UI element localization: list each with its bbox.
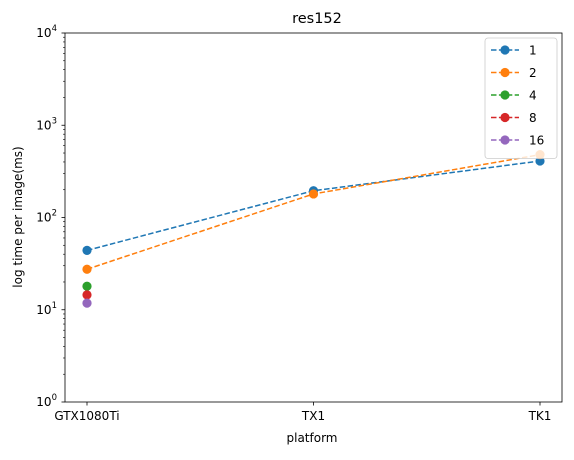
y-tick-label: 100 bbox=[36, 393, 57, 409]
data-point-series-8 bbox=[82, 290, 92, 300]
y-tick-exponent: 0 bbox=[52, 393, 57, 403]
y-tick-exponent: 3 bbox=[52, 116, 57, 126]
y-tick-exponent: 2 bbox=[52, 209, 57, 219]
legend-label-4: 4 bbox=[529, 89, 537, 103]
chart-title: res152 bbox=[292, 11, 342, 27]
y-axis-label: log time per image(ms) bbox=[11, 146, 25, 287]
y-tick-base: 10 bbox=[36, 118, 51, 132]
legend-marker-4 bbox=[500, 90, 510, 100]
legend-label-1: 1 bbox=[529, 44, 537, 58]
legend-label-2: 2 bbox=[529, 66, 537, 80]
legend-label-16: 16 bbox=[529, 134, 544, 148]
y-tick-base: 10 bbox=[36, 303, 51, 317]
data-point-series-16 bbox=[82, 298, 92, 308]
x-tick-label: GTX1080Ti bbox=[54, 409, 119, 423]
legend-marker-2 bbox=[500, 67, 510, 78]
legend-marker-8 bbox=[500, 112, 510, 123]
data-point-series-4 bbox=[82, 281, 92, 291]
x-tick-label: TK1 bbox=[528, 409, 552, 423]
legend: 1 2 4 8 16 bbox=[484, 37, 558, 159]
data-point-series-1 bbox=[82, 245, 92, 255]
legend-marker-16 bbox=[500, 135, 510, 145]
legend-label-8: 8 bbox=[529, 111, 537, 125]
legend-box bbox=[484, 37, 558, 159]
y-tick-label: 102 bbox=[36, 209, 57, 225]
x-tick-label: TX1 bbox=[301, 409, 325, 423]
y-tick-label: 103 bbox=[36, 116, 57, 132]
y-tick-exponent: 1 bbox=[52, 301, 57, 311]
legend-marker-1 bbox=[500, 45, 510, 55]
y-tick-base: 10 bbox=[36, 211, 51, 225]
y-tick-label: 101 bbox=[36, 301, 57, 317]
y-tick-label: 104 bbox=[36, 24, 57, 40]
x-axis-label: platform bbox=[287, 431, 338, 445]
y-tick-base: 10 bbox=[36, 26, 51, 40]
data-point-series-2 bbox=[82, 264, 92, 274]
y-tick-base: 10 bbox=[36, 395, 51, 409]
y-tick-exponent: 4 bbox=[52, 24, 57, 34]
data-point-series-2 bbox=[308, 189, 319, 199]
axes-frame bbox=[64, 32, 563, 403]
